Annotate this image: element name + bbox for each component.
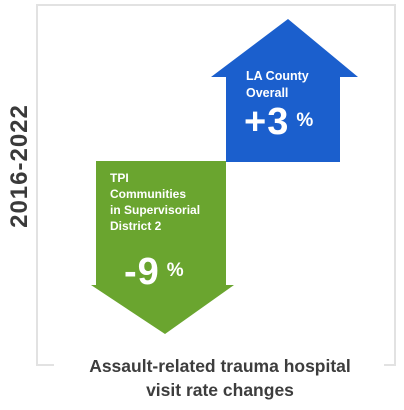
tpi-label-line-3: in Supervisorial (110, 203, 201, 217)
tpi-change-number: -9 (124, 251, 160, 293)
frame-border (36, 4, 396, 366)
la-county-change-unit: % (296, 110, 314, 131)
frame-bottom-right-segment (384, 364, 396, 366)
up-arrow-shape (211, 19, 358, 162)
la-county-label-line-2: Overall (246, 86, 289, 100)
tpi-label-line-1: TPI (110, 171, 129, 185)
la-county-label-line-1: LA County (246, 69, 309, 83)
caption-line-1: Assault-related trauma hospital (85, 356, 355, 376)
tpi-change-unit: % (166, 260, 184, 281)
caption: Assault-related trauma hospital visit ra… (44, 354, 396, 402)
la-county-change-number: +3 (244, 101, 290, 143)
la-county-change-value: +3 % (244, 102, 313, 142)
tpi-label-line-4: District 2 (110, 219, 162, 233)
frame-bottom-left-segment (36, 364, 54, 366)
tpi-communities-label: TPI Communities in Supervisorial Distric… (110, 170, 220, 234)
down-arrow-shape (91, 161, 234, 334)
tpi-change-value: -9 % (124, 252, 184, 292)
tpi-label-line-2: Communities (110, 187, 187, 201)
caption-line-2: visit rate changes (142, 380, 298, 400)
la-county-overall-label: LA County Overall (246, 68, 346, 102)
